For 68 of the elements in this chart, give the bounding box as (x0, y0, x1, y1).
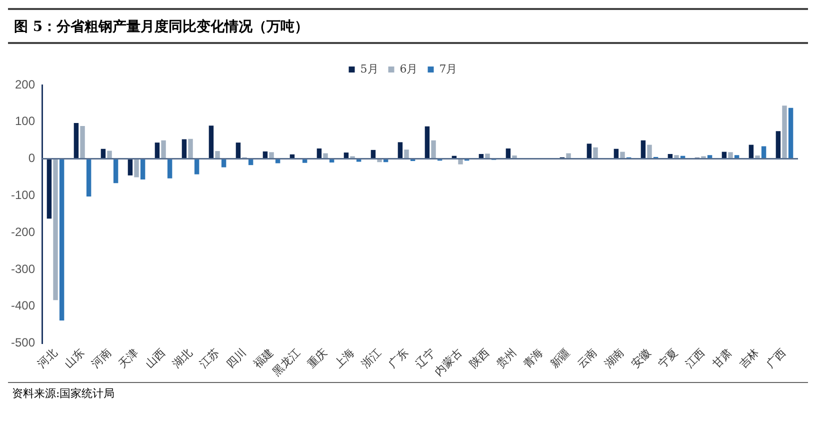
x-tick-label: 浙江 (358, 346, 384, 371)
bar (424, 126, 430, 159)
x-tick-label: 河南 (88, 346, 114, 371)
bar (188, 138, 193, 159)
x-tick-label: 湖北 (170, 346, 195, 371)
y-tick-label: -500 (10, 336, 36, 350)
x-tick-label: 广西 (764, 346, 789, 371)
bar (586, 144, 592, 159)
bar (167, 158, 172, 178)
text: 资料来源:国家统计局 (12, 386, 116, 401)
bar (782, 106, 787, 159)
x-tick-label: 重庆 (304, 346, 330, 371)
bar (128, 158, 133, 176)
bar (161, 140, 166, 159)
bar (398, 142, 403, 159)
x-tick-label: 吉林 (736, 346, 762, 371)
bar (80, 126, 85, 159)
bar (134, 158, 139, 178)
y-tick-label: 0 (28, 151, 36, 166)
y-tick-label: -200 (10, 224, 36, 239)
x-tick-label: 湖南 (602, 346, 627, 371)
bar (431, 140, 436, 159)
bar (53, 158, 58, 300)
bar (194, 158, 200, 174)
bar (140, 158, 146, 180)
x-tick-label: 江苏 (196, 346, 222, 371)
bar (46, 158, 52, 219)
legend-label: 5月 (360, 62, 378, 76)
bar (593, 147, 598, 159)
bar (647, 144, 652, 159)
bar (113, 158, 118, 184)
x-tick-label: 青海 (520, 346, 546, 371)
bar (221, 158, 226, 168)
bar (640, 140, 646, 159)
bar (74, 123, 79, 159)
bar (776, 131, 781, 159)
x-tick-label: 山东 (62, 346, 87, 371)
x-tick-label: 安徽 (628, 346, 654, 371)
x-tick-label: 广东 (386, 346, 411, 371)
y-tick-label: -300 (10, 262, 36, 276)
x-tick-label: 陕西 (466, 346, 492, 371)
x-tick-label: 天津 (116, 346, 141, 371)
x-tick-label: 河北 (34, 346, 60, 371)
x-tick-label: 内蒙古 (432, 346, 465, 378)
bar (458, 158, 463, 164)
y-tick-label: -100 (10, 188, 36, 202)
y-tick-label: 100 (14, 114, 36, 128)
bar (59, 158, 64, 320)
x-tick-label: 贵州 (494, 346, 519, 371)
y-tick-label: -400 (10, 298, 36, 313)
x-tick-label: 四川 (224, 346, 249, 371)
y-tick-label: 200 (14, 77, 36, 92)
legend-label: 6月 (400, 62, 418, 76)
bar (788, 108, 794, 159)
x-tick-label: 上海 (332, 346, 357, 371)
bar (154, 142, 160, 159)
bar (208, 126, 214, 159)
legend-label: 7月 (439, 62, 458, 76)
chart-title: 图 5：分省粗钢产量月度同比变化情况（万吨） (8, 8, 808, 44)
x-tick-label: 甘肃 (710, 346, 735, 371)
bar (236, 142, 241, 159)
x-tick-label: 宁夏 (656, 346, 681, 371)
x-tick-label: 新疆 (548, 346, 573, 371)
bar (182, 139, 187, 159)
x-tick-label: 云南 (574, 346, 600, 371)
x-tick-label: 江西 (682, 346, 708, 371)
x-tick-label: 山西 (142, 346, 168, 371)
bar (86, 158, 92, 196)
